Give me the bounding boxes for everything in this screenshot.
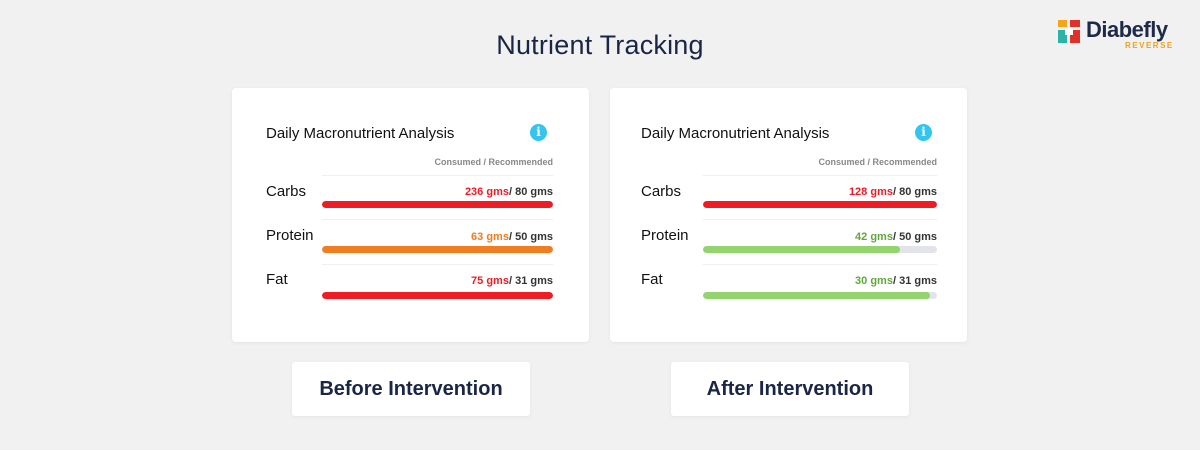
divider [703,175,937,176]
row-label-protein: Protein [266,227,314,244]
column-header: Consumed / Recommended [818,157,937,167]
recommended-value: / 31 gms [508,275,553,287]
row-value-fat: 30 gms/ 31 gms [855,275,937,287]
progress-track-protein [322,246,553,253]
row-value-carbs: 236 gms/ 80 gms [465,186,553,198]
consumed-value: 128 gms [848,186,893,198]
brand-name: Diabefly [1086,17,1168,42]
consumed-value: 236 gms [464,186,509,198]
divider [322,219,553,220]
progress-fill-carbs [703,201,937,208]
macronutrient-card-after: Daily Macronutrient Analysis i Consumed … [610,88,967,342]
row-label-fat: Fat [266,271,288,288]
column-header: Consumed / Recommended [434,157,553,167]
consumed-value: 30 gms [855,275,893,287]
row-value-carbs: 128 gms/ 80 gms [849,186,937,198]
card-title: Daily Macronutrient Analysis [266,125,455,142]
brand-logo: Diabefly REVERSE [1056,16,1176,50]
consumed-value: 75 gms [471,275,509,287]
row-label-fat: Fat [641,271,663,288]
progress-track-fat [703,292,937,299]
info-icon[interactable]: i [915,124,932,141]
recommended-value: / 80 gms [892,186,937,198]
recommended-value: / 50 gms [508,231,553,243]
progress-track-carbs [322,201,553,208]
row-label-carbs: Carbs [266,183,307,200]
diabefly-logo-icon [1058,20,1080,43]
progress-track-protein [703,246,937,253]
row-label-carbs: Carbs [641,183,682,200]
row-value-fat: 75 gms/ 31 gms [471,275,553,287]
consumed-value: 63 gms [471,231,509,243]
brand-subtitle: REVERSE [1125,41,1174,50]
consumed-value: 42 gms [855,231,893,243]
recommended-value: / 80 gms [508,186,553,198]
before-intervention-label: Before Intervention [292,362,530,416]
recommended-value: / 31 gms [892,275,937,287]
progress-fill-carbs [322,201,553,208]
row-value-protein: 42 gms/ 50 gms [855,231,937,243]
macronutrient-card-before: Daily Macronutrient Analysis i Consumed … [232,88,589,342]
progress-fill-fat [703,292,930,299]
divider [322,264,553,265]
progress-track-carbs [703,201,937,208]
progress-fill-protein [322,246,553,253]
progress-fill-fat [322,292,553,299]
recommended-value: / 50 gms [892,231,937,243]
page-title: Nutrient Tracking [496,30,704,60]
info-icon[interactable]: i [530,124,547,141]
divider [703,219,937,220]
row-value-protein: 63 gms/ 50 gms [471,231,553,243]
divider [322,175,553,176]
divider [703,264,937,265]
progress-track-fat [322,292,553,299]
row-label-protein: Protein [641,227,689,244]
card-title: Daily Macronutrient Analysis [641,125,830,142]
after-intervention-label: After Intervention [671,362,909,416]
progress-fill-protein [703,246,900,253]
